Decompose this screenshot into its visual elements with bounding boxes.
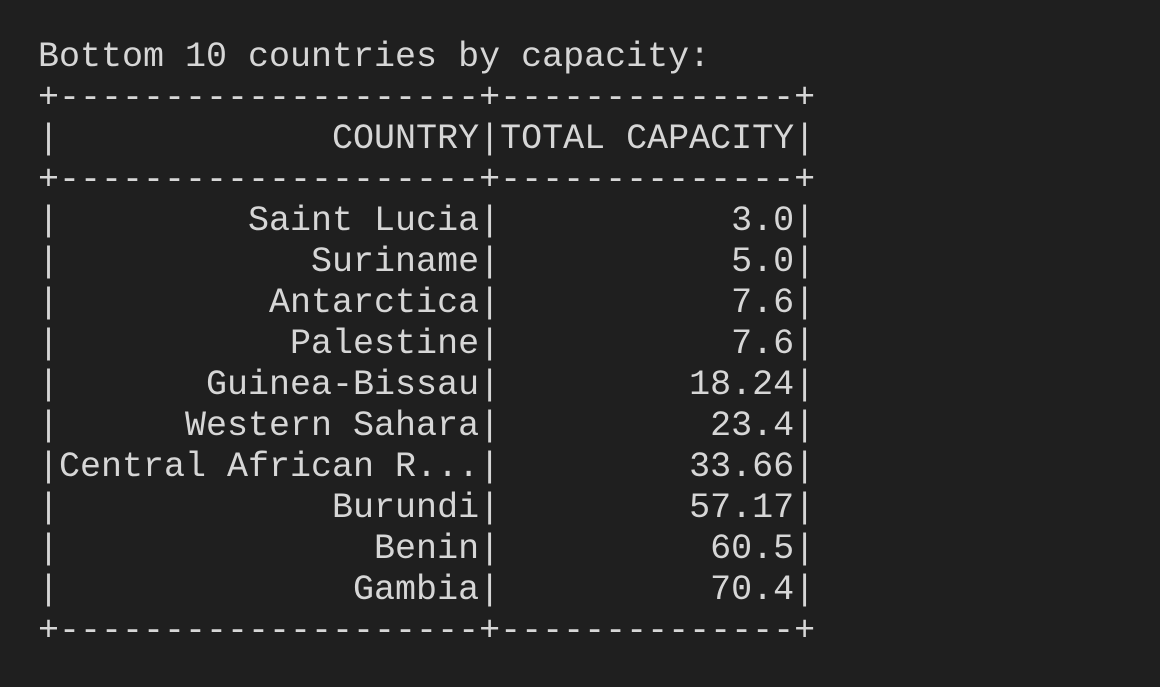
table-border-header: +--------------------+--------------+ <box>38 160 816 200</box>
table-header-row: | COUNTRY|TOTAL CAPACITY| <box>38 119 816 159</box>
table-border-top: +--------------------+--------------+ <box>38 78 816 118</box>
table-row: | Benin| 60.5| <box>38 529 816 569</box>
table-row: | Saint Lucia| 3.0| <box>38 201 816 241</box>
table-row: | Gambia| 70.4| <box>38 570 816 610</box>
table-row: | Burundi| 57.17| <box>38 488 816 528</box>
table-row: | Guinea-Bissau| 18.24| <box>38 365 816 405</box>
table-row: |Central African R...| 33.66| <box>38 447 816 487</box>
table-row: | Palestine| 7.6| <box>38 324 816 364</box>
table-border-bottom: +--------------------+--------------+ <box>38 611 816 651</box>
table-row: | Antarctica| 7.6| <box>38 283 816 323</box>
table-row: | Suriname| 5.0| <box>38 242 816 282</box>
output-heading: Bottom 10 countries by capacity: <box>38 37 711 77</box>
table-row: | Western Sahara| 23.4| <box>38 406 816 446</box>
console-output: Bottom 10 countries by capacity: +------… <box>38 37 1138 652</box>
